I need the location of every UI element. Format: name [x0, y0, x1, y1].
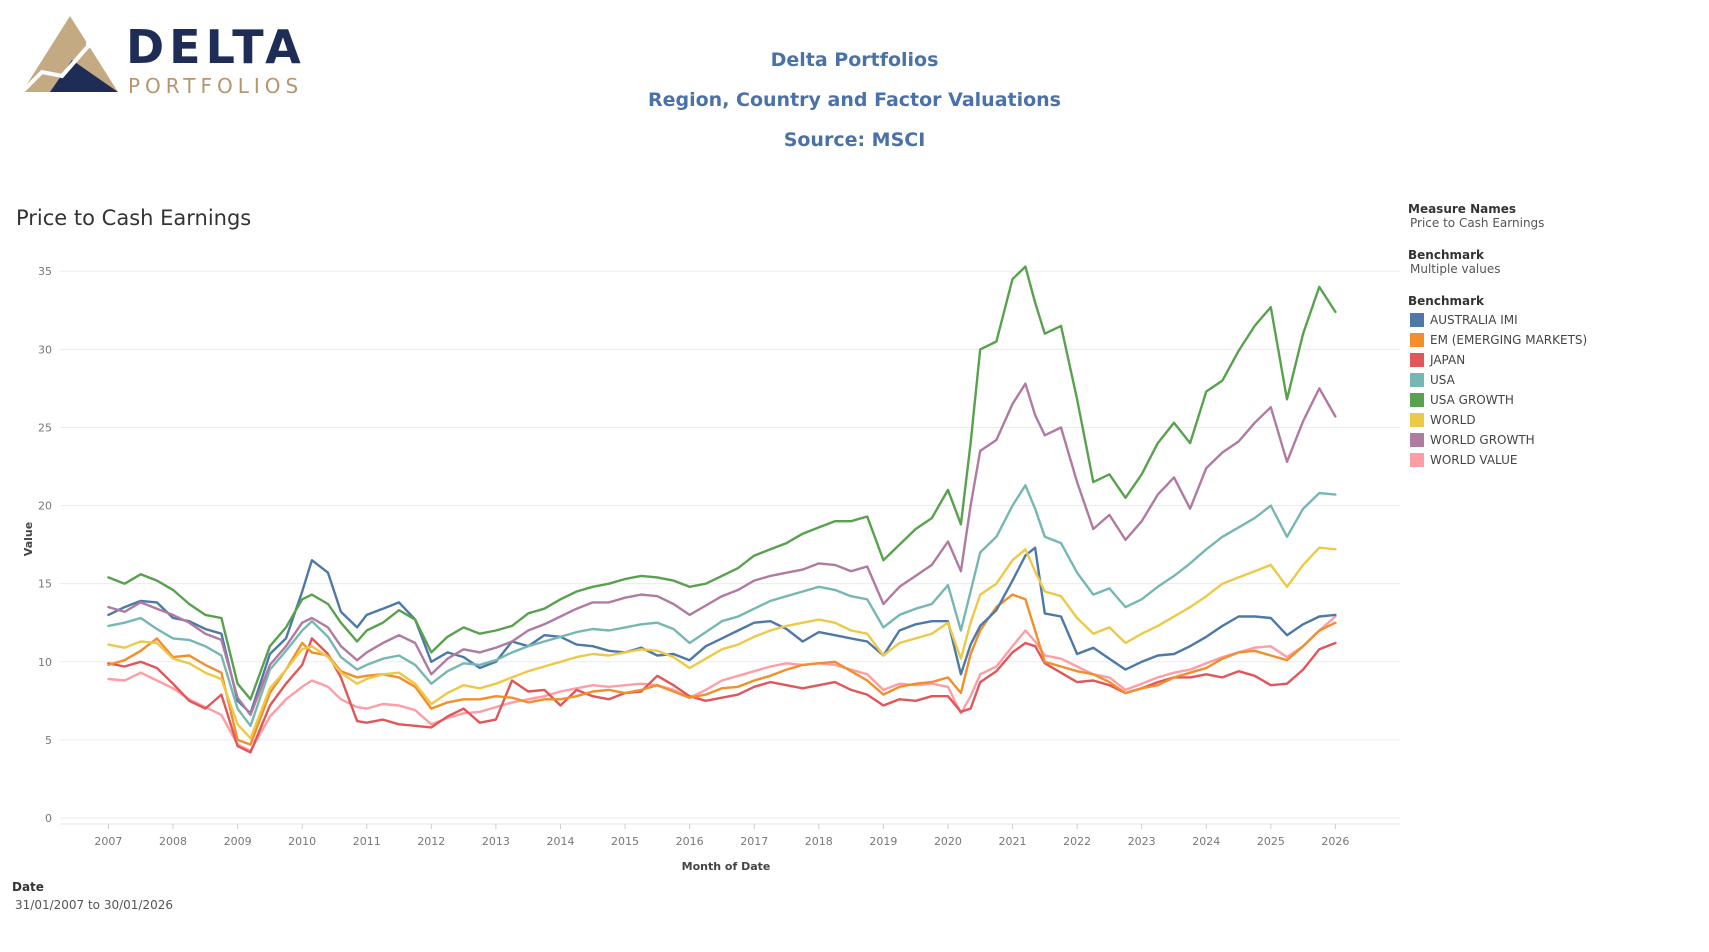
- y-tick-label: 35: [38, 265, 52, 278]
- y-tick-label: 10: [38, 656, 52, 669]
- legend-swatch: [1410, 433, 1424, 447]
- logo-subword: PORTFOLIOS: [128, 74, 304, 98]
- series-line-world: [107, 546, 1337, 740]
- legend-item-australia-imi[interactable]: AUSTRALIA IMI: [1408, 310, 1587, 330]
- legend-measure-names-value: Price to Cash Earnings: [1410, 216, 1545, 230]
- date-filter: Date 31/01/2007 to 30/01/2026: [12, 880, 173, 912]
- x-tick-label: 2019: [869, 835, 897, 848]
- legend-item-label: JAPAN: [1430, 353, 1466, 367]
- y-tick-label: 30: [38, 343, 52, 356]
- x-tick-label: 2026: [1321, 835, 1349, 848]
- logo-word: DELTA: [126, 20, 306, 74]
- x-tick-label: 2015: [611, 835, 639, 848]
- legend-item-label: WORLD GROWTH: [1430, 433, 1535, 447]
- x-tick-label: 2013: [482, 835, 510, 848]
- header-subtitle: Region, Country and Factor Valuations: [647, 89, 1061, 111]
- legend-items: AUSTRALIA IMI EM (EMERGING MARKETS) JAPAN U…: [1408, 310, 1587, 470]
- y-tick-label: 20: [38, 500, 52, 513]
- legend: Measure Names Price to Cash Earnings Ben…: [1408, 202, 1587, 470]
- x-tick-label: 2018: [805, 835, 833, 848]
- legend-item-world-value[interactable]: WORLD VALUE: [1408, 450, 1587, 470]
- legend-item-em-emerging-markets[interactable]: EM (EMERGING MARKETS): [1408, 330, 1587, 350]
- legend-swatch: [1410, 413, 1424, 427]
- legend-swatch: [1410, 453, 1424, 467]
- x-tick-label: 2014: [546, 835, 574, 848]
- legend-benchmark-filter-value[interactable]: Multiple values: [1410, 262, 1501, 276]
- legend-item-label: USA: [1430, 373, 1455, 387]
- legend-measure-names-label: Measure Names: [1408, 202, 1517, 216]
- x-tick-label: 2022: [1063, 835, 1091, 848]
- legend-item-label: EM (EMERGING MARKETS): [1430, 333, 1588, 347]
- series-line-world-value: [107, 615, 1337, 752]
- date-filter-label: Date: [12, 880, 44, 894]
- legend-swatch: [1410, 393, 1424, 407]
- x-tick-label: 2016: [676, 835, 704, 848]
- series-line-world-growth: [107, 382, 1337, 717]
- x-tick-label: 2017: [740, 835, 768, 848]
- chart-title: Price to Cash Earnings: [16, 206, 252, 230]
- x-tick-label: 2012: [417, 835, 445, 848]
- legend-item-world-growth[interactable]: WORLD GROWTH: [1408, 430, 1587, 450]
- legend-item-label: WORLD: [1430, 413, 1476, 427]
- x-tick-label: 2008: [159, 835, 187, 848]
- series-line-usa: [107, 484, 1337, 727]
- y-tick-label: 15: [38, 578, 52, 591]
- legend-item-usa-growth[interactable]: USA GROWTH: [1408, 390, 1587, 410]
- x-tick-label: 2009: [224, 835, 252, 848]
- header-source: Source: MSCI: [783, 129, 926, 151]
- x-tick-label: 2007: [94, 835, 122, 848]
- delta-triangle-icon: [20, 16, 118, 94]
- legend-item-usa[interactable]: USA: [1408, 370, 1587, 390]
- series-line-australia-imi: [107, 546, 1337, 715]
- legend-item-world[interactable]: WORLD: [1408, 410, 1587, 430]
- x-tick-label: 2021: [999, 835, 1027, 848]
- series-line-em-emerging-markets: [107, 593, 1337, 746]
- legend-item-japan[interactable]: JAPAN: [1408, 350, 1587, 370]
- x-tick-label: 2011: [353, 835, 381, 848]
- legend-benchmark-filter-label: Benchmark: [1408, 248, 1484, 262]
- x-tick-label: 2025: [1257, 835, 1285, 848]
- legend-swatch: [1410, 373, 1424, 387]
- legend-item-label: WORLD VALUE: [1430, 453, 1518, 467]
- y-axis-title: Value: [22, 522, 35, 556]
- date-filter-value[interactable]: 31/01/2007 to 30/01/2026: [15, 898, 174, 912]
- legend-swatch: [1410, 353, 1424, 367]
- legend-item-label: AUSTRALIA IMI: [1430, 313, 1518, 327]
- x-axis-title: Month of Date: [682, 860, 771, 870]
- x-tick-label: 2020: [934, 835, 962, 848]
- legend-swatch: [1410, 313, 1424, 327]
- x-tick-label: 2024: [1192, 835, 1220, 848]
- header-company: Delta Portfolios: [770, 49, 939, 71]
- delta-logo: DELTA PORTFOLIOS: [20, 14, 304, 104]
- legend-swatch: [1410, 333, 1424, 347]
- x-tick-label: 2010: [288, 835, 316, 848]
- legend-item-label: USA GROWTH: [1430, 393, 1514, 407]
- legend-benchmark-list-label: Benchmark: [1408, 294, 1484, 308]
- y-tick-label: 25: [38, 421, 52, 434]
- y-tick-label: 5: [45, 734, 52, 747]
- x-tick-label: 2023: [1128, 835, 1156, 848]
- series-line-usa-growth: [107, 265, 1337, 701]
- y-tick-label: 0: [45, 812, 52, 825]
